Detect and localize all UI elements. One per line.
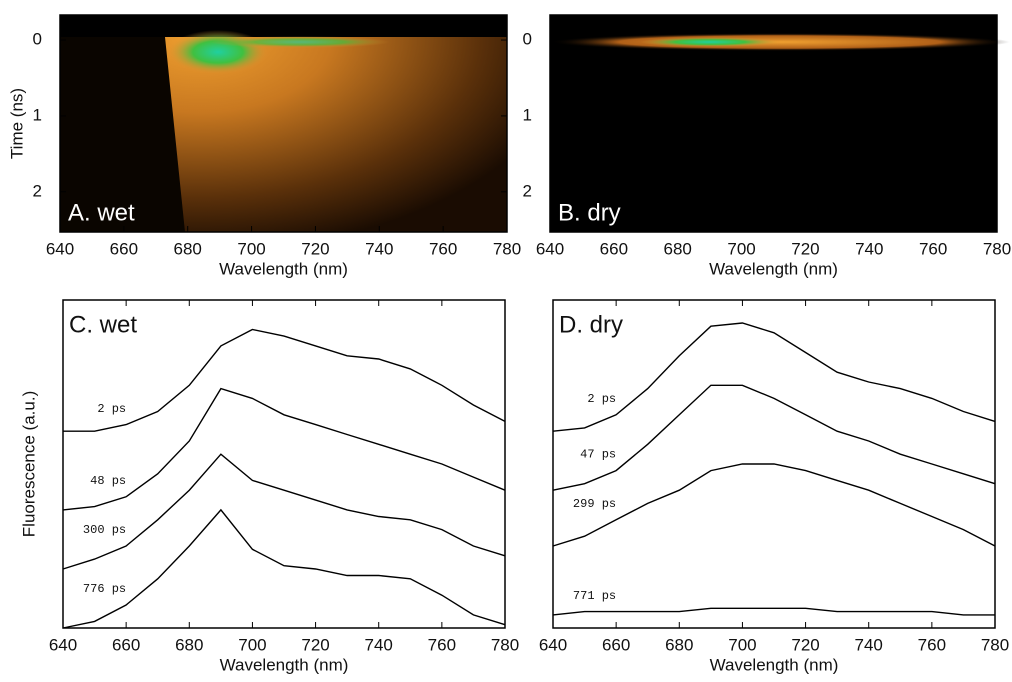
y-tick-label: 2	[523, 181, 532, 200]
x-tick-label: 660	[110, 239, 138, 258]
x-tick-label: 680	[665, 635, 693, 654]
y-axis-label: Time (ns)	[7, 88, 26, 159]
spectrum-line	[552, 384, 996, 491]
series-name: 300 ps	[83, 523, 126, 537]
x-tick-label: 660	[112, 635, 140, 654]
series-name: 776 ps	[83, 582, 126, 596]
x-tick-label: 720	[791, 239, 819, 258]
series-name: 47 ps	[580, 448, 616, 462]
x-tick-label: 700	[728, 635, 756, 654]
x-tick-label: 720	[301, 239, 329, 258]
x-tick-label: 760	[428, 635, 456, 654]
x-tick-label: 780	[491, 635, 519, 654]
panel-label: A. wet	[68, 199, 135, 226]
x-tick-label: 740	[365, 635, 393, 654]
y-tick-label: 2	[33, 181, 42, 200]
plot-frame	[552, 299, 996, 629]
x-tick-label: 720	[791, 635, 819, 654]
x-axis-label: Wavelength (nm)	[710, 655, 839, 674]
x-tick-label: 700	[237, 239, 265, 258]
panel-label: C. wet	[69, 311, 137, 338]
series-name: 299 ps	[573, 497, 616, 511]
spectrum-line	[552, 322, 996, 432]
x-tick-label: 660	[602, 635, 630, 654]
x-tick-label: 740	[855, 635, 883, 654]
x-tick-label: 640	[536, 239, 564, 258]
x-tick-label: 640	[49, 635, 77, 654]
series-name: 48 ps	[90, 474, 126, 488]
x-tick-label: 760	[919, 239, 947, 258]
x-tick-label: 700	[727, 239, 755, 258]
heatmap-a	[60, 15, 507, 232]
x-tick-label: 760	[918, 635, 946, 654]
spectrum-line	[62, 453, 506, 570]
x-tick-label: 740	[855, 239, 883, 258]
y-tick-label: 0	[33, 30, 42, 49]
x-axis-label: Wavelength (nm)	[220, 655, 349, 674]
spectrum-line	[552, 607, 995, 616]
series-name: 2 ps	[97, 402, 126, 416]
panel-label: D. dry	[559, 311, 623, 338]
x-tick-label: 720	[301, 635, 329, 654]
x-axis-label: Wavelength (nm)	[709, 259, 838, 278]
x-tick-label: 740	[365, 239, 393, 258]
plot-frame	[59, 14, 508, 233]
x-tick-label: 680	[175, 635, 203, 654]
spectrum-line	[62, 508, 506, 629]
plot-frame	[62, 299, 506, 629]
x-tick-label: 640	[539, 635, 567, 654]
x-tick-label: 780	[983, 239, 1011, 258]
x-axis-label: Wavelength (nm)	[219, 259, 348, 278]
panel-label: B. dry	[558, 199, 621, 226]
spectrum-line	[62, 387, 506, 511]
x-tick-label: 680	[174, 239, 202, 258]
plot-frame	[549, 14, 998, 233]
spectrum-line	[552, 463, 996, 547]
x-tick-label: 780	[493, 239, 521, 258]
series-name: 771 ps	[573, 589, 616, 603]
y-tick-label: 0	[523, 30, 532, 49]
x-tick-label: 780	[981, 635, 1009, 654]
heatmap-b	[550, 15, 1010, 232]
series-name: 2 ps	[587, 392, 616, 406]
y-axis-label: Fluorescence (a.u.)	[19, 391, 38, 537]
y-tick-label: 1	[523, 105, 532, 124]
x-tick-label: 660	[600, 239, 628, 258]
plot-area	[63, 300, 505, 628]
x-tick-label: 700	[238, 635, 266, 654]
spectrum-line	[63, 328, 506, 432]
x-tick-label: 760	[429, 239, 457, 258]
x-tick-label: 680	[664, 239, 692, 258]
x-tick-label: 640	[46, 239, 74, 258]
y-tick-label: 1	[33, 105, 42, 124]
